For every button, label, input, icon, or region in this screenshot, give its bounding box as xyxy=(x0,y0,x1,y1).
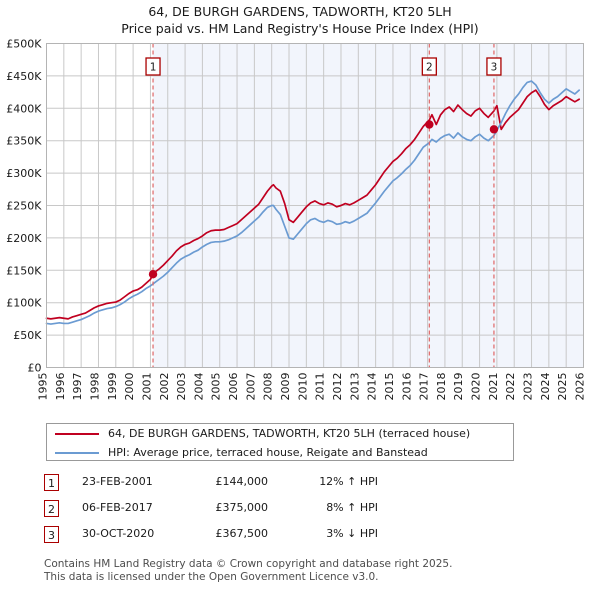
svg-text:2003: 2003 xyxy=(175,373,188,401)
svg-text:2014: 2014 xyxy=(366,373,379,401)
svg-text:2001: 2001 xyxy=(140,373,153,401)
table-row: 3 30-OCT-2020 £367,500 3% ↓ HPI xyxy=(44,524,464,550)
table-row: 2 06-FEB-2017 £375,000 8% ↑ HPI xyxy=(44,498,464,524)
svg-text:£500K: £500K xyxy=(6,38,42,51)
gridlines-group xyxy=(46,43,584,368)
svg-text:2007: 2007 xyxy=(244,373,257,401)
svg-text:£100K: £100K xyxy=(6,297,42,310)
transaction-date-2: 06-FEB-2017 xyxy=(82,501,153,514)
chart-legend: 64, DE BURGH GARDENS, TADWORTH, KT20 5LH… xyxy=(46,423,514,461)
svg-text:£400K: £400K xyxy=(6,102,42,115)
transaction-date-3: 30-OCT-2020 xyxy=(82,527,155,540)
svg-text:2026: 2026 xyxy=(574,373,587,401)
transaction-hpi-delta-2: 8% ↑ HPI xyxy=(326,501,378,514)
svg-text:2022: 2022 xyxy=(504,373,517,401)
table-row: 1 23-FEB-2001 £144,000 12% ↑ HPI xyxy=(44,472,464,498)
transaction-hpi-delta-3: 3% ↓ HPI xyxy=(326,527,378,540)
svg-text:£300K: £300K xyxy=(6,167,42,180)
legend-item-hpi: HPI: Average price, terraced house, Reig… xyxy=(55,443,428,462)
svg-text:2008: 2008 xyxy=(262,373,275,401)
svg-text:1995: 1995 xyxy=(37,373,50,401)
transaction-badge-3: 3 xyxy=(44,526,59,543)
svg-text:2015: 2015 xyxy=(383,373,396,401)
svg-text:£450K: £450K xyxy=(6,70,42,83)
svg-text:2004: 2004 xyxy=(192,373,205,401)
svg-text:2024: 2024 xyxy=(539,373,552,401)
transactions-table: 1 23-FEB-2001 £144,000 12% ↑ HPI 2 06-FE… xyxy=(44,472,464,550)
data-series-group xyxy=(45,80,581,325)
svg-text:2025: 2025 xyxy=(556,373,569,401)
transaction-badge-2: 2 xyxy=(44,500,59,517)
legend-swatch-hpi xyxy=(55,451,99,454)
plot-frame xyxy=(46,43,584,368)
svg-text:1999: 1999 xyxy=(106,373,119,401)
page-title: 64, DE BURGH GARDENS, TADWORTH, KT20 5LH xyxy=(148,4,452,19)
attribution-footer: Contains HM Land Registry data © Crown c… xyxy=(44,558,584,583)
svg-text:2021: 2021 xyxy=(487,373,500,401)
plot-svg: £0 £50K £100K £150K £200K £250K £300K £350K £400… xyxy=(6,38,587,401)
x-axis-tick-labels: 1995 1996 1997 1998 1999 2000 2001 2002 2003 2004… xyxy=(37,373,587,401)
transaction-points xyxy=(148,120,499,279)
svg-text:2023: 2023 xyxy=(522,373,535,401)
svg-text:2016: 2016 xyxy=(400,373,413,401)
svg-text:1: 1 xyxy=(150,62,157,74)
svg-text:2017: 2017 xyxy=(418,373,431,401)
svg-text:2006: 2006 xyxy=(227,373,240,401)
y-axis-tick-labels: £0 £50K £100K £150K £200K £250K £300K £350K £400… xyxy=(6,38,42,375)
svg-text:£50K: £50K xyxy=(13,329,42,342)
svg-text:2012: 2012 xyxy=(331,373,344,401)
svg-text:£250K: £250K xyxy=(6,200,42,213)
svg-text:2009: 2009 xyxy=(279,373,292,401)
svg-text:1997: 1997 xyxy=(71,373,84,401)
svg-text:£200K: £200K xyxy=(6,232,42,245)
svg-text:£150K: £150K xyxy=(6,264,42,277)
svg-text:2019: 2019 xyxy=(452,373,465,401)
svg-text:1998: 1998 xyxy=(88,373,101,401)
transaction-price-3: £367,500 xyxy=(215,527,269,540)
legend-label-price-paid: 64, DE BURGH GARDENS, TADWORTH, KT20 5LH… xyxy=(108,427,471,440)
transaction-date-1: 23-FEB-2001 xyxy=(82,475,153,488)
attribution-line-2: This data is licensed under the Open Gov… xyxy=(44,570,379,583)
transaction-hpi-delta-1: 12% ↑ HPI xyxy=(319,475,378,488)
legend-label-hpi: HPI: Average price, terraced house, Reig… xyxy=(108,446,428,459)
svg-text:1996: 1996 xyxy=(54,373,67,401)
svg-text:2005: 2005 xyxy=(210,373,223,401)
svg-text:2011: 2011 xyxy=(314,373,327,401)
svg-text:2018: 2018 xyxy=(435,373,448,401)
legend-swatch-price-paid xyxy=(55,432,99,435)
transaction-marker-lines xyxy=(152,43,495,368)
attribution-line-1: Contains HM Land Registry data © Crown c… xyxy=(44,558,453,570)
transaction-price-1: £144,000 xyxy=(215,475,269,488)
svg-text:2010: 2010 xyxy=(296,373,309,401)
svg-text:£350K: £350K xyxy=(6,135,42,148)
chart-title-block: 64, DE BURGH GARDENS, TADWORTH, KT20 5LH… xyxy=(0,3,600,37)
svg-text:£0: £0 xyxy=(28,362,42,375)
svg-text:2: 2 xyxy=(426,62,433,74)
transaction-price-2: £375,000 xyxy=(215,501,269,514)
svg-text:2002: 2002 xyxy=(158,373,171,401)
svg-text:3: 3 xyxy=(491,62,498,74)
transaction-marker-badges: 1 2 3 xyxy=(145,57,502,76)
svg-text:2000: 2000 xyxy=(123,373,136,401)
transaction-badge-1: 1 xyxy=(44,474,59,491)
svg-text:2013: 2013 xyxy=(348,373,361,401)
legend-item-price-paid: 64, DE BURGH GARDENS, TADWORTH, KT20 5LH… xyxy=(55,424,470,443)
svg-text:2020: 2020 xyxy=(470,373,483,401)
page-subtitle: Price paid vs. HM Land Registry's House … xyxy=(121,21,479,36)
